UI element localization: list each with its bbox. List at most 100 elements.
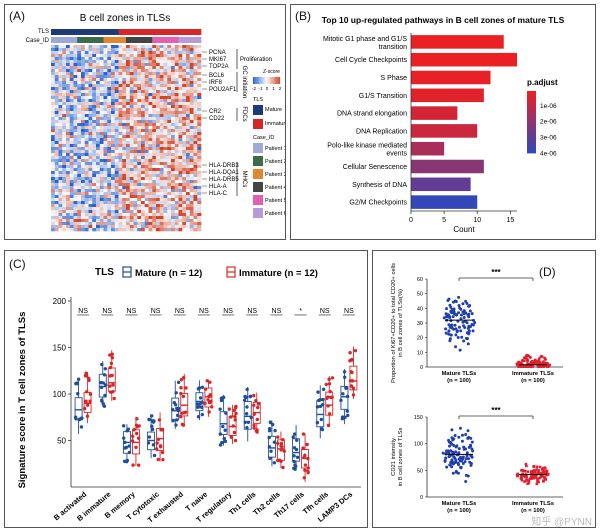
heatmap-cell	[118, 165, 123, 169]
heatmap-cell	[122, 69, 127, 73]
heatmap-cell	[148, 159, 153, 163]
heatmap-cell	[51, 207, 56, 211]
data-point	[461, 302, 465, 306]
heatmap-cell	[118, 159, 123, 163]
box-plot-chart: TLS Mature (n = 12) Immature (n = 12)50100…	[17, 266, 361, 525]
heatmap-cell	[54, 45, 59, 49]
heatmap-cell	[118, 180, 123, 184]
heatmap-cell	[129, 210, 134, 214]
heatmap-cell	[174, 114, 179, 118]
heatmap-cell	[58, 162, 63, 166]
heatmap-cell	[167, 111, 172, 115]
heatmap-cell	[114, 60, 119, 64]
heatmap-cell	[51, 126, 56, 130]
heatmap-cell	[156, 105, 161, 109]
data-point	[223, 428, 227, 432]
heatmap-cell	[144, 156, 149, 160]
data-point	[471, 329, 475, 333]
heatmap-cell	[182, 75, 187, 79]
data-point	[150, 424, 154, 428]
heatmap-cell	[163, 108, 168, 112]
data-point	[469, 436, 473, 440]
heatmap-cell	[167, 153, 172, 157]
heatmap-cell	[178, 102, 183, 106]
heatmap-cell	[84, 180, 89, 184]
heatmap-cell	[88, 48, 93, 52]
heatmap-cell	[159, 195, 164, 199]
heatmap-cell	[103, 189, 108, 193]
heatmap-cell	[114, 156, 119, 160]
heatmap-cell	[129, 90, 134, 94]
heatmap-cell	[66, 114, 71, 118]
heatmap-cell	[77, 165, 82, 169]
heatmap-cell	[133, 144, 138, 148]
heatmap-cell	[156, 75, 161, 79]
heatmap-cell	[133, 162, 138, 166]
heatmap-cell	[167, 168, 172, 172]
heatmap-cell	[122, 207, 127, 211]
data-point	[459, 465, 463, 469]
heatmap-cell	[66, 105, 71, 109]
heatmap-cell	[133, 180, 138, 184]
heatmap-cell	[182, 183, 187, 187]
heatmap-cell	[81, 171, 86, 175]
heatmap-cell	[51, 114, 56, 118]
heatmap-cell	[81, 141, 86, 145]
heatmap-cell	[186, 60, 191, 64]
heatmap-cell	[193, 93, 198, 97]
heatmap-cell	[58, 168, 63, 172]
heatmap-cell	[159, 132, 164, 136]
zscore-tick: -2	[252, 86, 256, 91]
heatmap-cell	[73, 138, 78, 142]
heatmap-cell	[159, 168, 164, 172]
heatmap-cell	[182, 219, 187, 223]
heatmap-cell	[69, 108, 74, 112]
data-point	[468, 309, 472, 313]
heatmap-cell	[141, 207, 146, 211]
heatmap-cell	[114, 141, 119, 145]
heatmap-cell	[186, 108, 191, 112]
heatmap-cell	[69, 69, 74, 73]
heatmap-cell	[84, 105, 89, 109]
heatmap-cell	[107, 87, 112, 91]
heatmap-cell	[51, 147, 56, 151]
heatmap-cell	[77, 114, 82, 118]
heatmap-cell	[118, 201, 123, 205]
heatmap-cell	[96, 159, 101, 163]
heatmap-cell	[99, 81, 104, 85]
heatmap-cell	[148, 147, 153, 151]
heatmap-cell	[99, 117, 104, 121]
heatmap-cell	[92, 168, 97, 172]
data-point	[196, 415, 201, 419]
heatmap-cell	[182, 114, 187, 118]
heatmap-cell	[77, 63, 82, 67]
case-legend-title: Case_ID	[253, 135, 274, 141]
heatmap-cell	[137, 90, 142, 94]
heatmap-cell	[148, 123, 153, 127]
data-point	[79, 425, 84, 429]
heatmap-cell	[84, 189, 89, 193]
heatmap-cell	[197, 180, 202, 184]
heatmap-cell	[182, 72, 187, 76]
heatmap-cell	[156, 195, 161, 199]
heatmap-cell	[69, 126, 74, 130]
data-point	[174, 423, 178, 427]
heatmap-cell	[126, 144, 131, 148]
heatmap-cell	[54, 177, 59, 181]
heatmap-cell	[99, 69, 104, 73]
heatmap-cell	[58, 225, 63, 229]
zscore-gradient-step	[271, 77, 272, 84]
heatmap-cell	[144, 138, 149, 142]
heatmap-cell	[178, 123, 183, 127]
heatmap-cell	[88, 162, 93, 166]
heatmap-cell	[182, 51, 187, 55]
heatmap-cell	[99, 204, 104, 208]
heatmap-cell	[152, 144, 157, 148]
heatmap-cell	[144, 75, 149, 79]
heatmap-cell	[96, 87, 101, 91]
heatmap-cell	[92, 216, 97, 220]
heatmap-cell	[144, 72, 149, 76]
heatmap-cell	[189, 96, 194, 100]
data-point	[103, 383, 108, 387]
box-body	[325, 391, 334, 416]
